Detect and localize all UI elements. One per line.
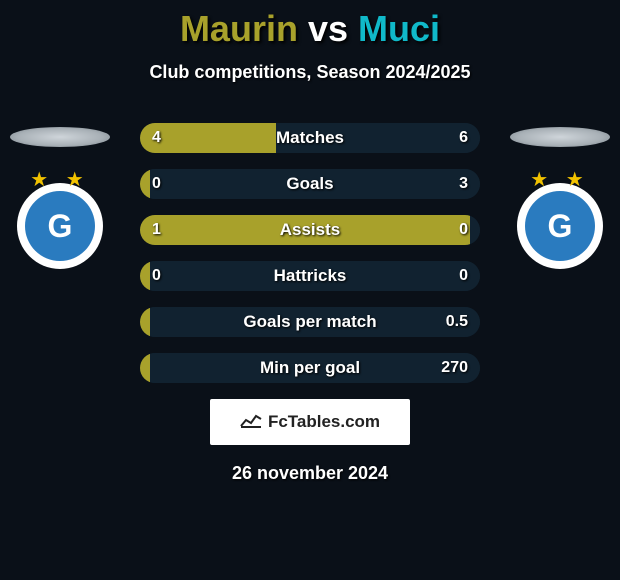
badge-stars-icon: ★ ★: [30, 167, 89, 192]
stat-value-left: 1: [152, 215, 161, 245]
stat-value-right: 0.5: [446, 307, 468, 337]
stat-row: Goals0 3: [140, 169, 480, 199]
player1-column: ★ ★ G: [0, 123, 120, 269]
stat-label: Assists: [140, 215, 480, 245]
badge-inner: G: [25, 191, 95, 261]
stat-label: Goals: [140, 169, 480, 199]
date-text: 26 november 2024: [0, 463, 620, 484]
player1-silhouette: [10, 127, 110, 147]
badge-inner: G: [525, 191, 595, 261]
stat-row: Hattricks0 0: [140, 261, 480, 291]
stat-value-right: 0: [459, 215, 468, 245]
player2-club-badge: ★ ★ G: [517, 183, 603, 269]
badge-stars-icon: ★ ★: [530, 167, 589, 192]
comparison-infographic: Maurin vs Muci Club competitions, Season…: [0, 0, 620, 580]
player2-name: Muci: [358, 8, 440, 49]
stat-label: Hattricks: [140, 261, 480, 291]
branding-badge: FcTables.com: [210, 399, 410, 445]
player1-club-badge: ★ ★ G: [17, 183, 103, 269]
stat-row: Goals per match0.5: [140, 307, 480, 337]
branding-text: FcTables.com: [268, 412, 380, 432]
stat-row: Matches4 6: [140, 123, 480, 153]
stats-bars: Matches46Goals03Assists10Hattricks00Goal…: [140, 123, 480, 383]
stat-value-left: 4: [152, 123, 161, 153]
content-area: ★ ★ G ★ ★ G Matches46Goals03Assists10Hat…: [0, 123, 620, 484]
stat-value-right: 6: [459, 123, 468, 153]
vs-text: vs: [308, 8, 348, 49]
stat-label: Min per goal: [140, 353, 480, 383]
stat-value-left: 0: [152, 169, 161, 199]
stat-label: Matches: [140, 123, 480, 153]
stat-label: Goals per match: [140, 307, 480, 337]
stat-row: Min per goal270: [140, 353, 480, 383]
player1-name: Maurin: [180, 8, 298, 49]
stat-value-right: 3: [459, 169, 468, 199]
stat-value-right: 270: [441, 353, 468, 383]
player2-column: ★ ★ G: [500, 123, 620, 269]
player2-silhouette: [510, 127, 610, 147]
subtitle: Club competitions, Season 2024/2025: [0, 62, 620, 83]
page-title: Maurin vs Muci: [0, 0, 620, 50]
stat-row: Assists1 0: [140, 215, 480, 245]
stat-value-right: 0: [459, 261, 468, 291]
stat-value-left: 0: [152, 261, 161, 291]
branding-logo-icon: [240, 412, 262, 433]
